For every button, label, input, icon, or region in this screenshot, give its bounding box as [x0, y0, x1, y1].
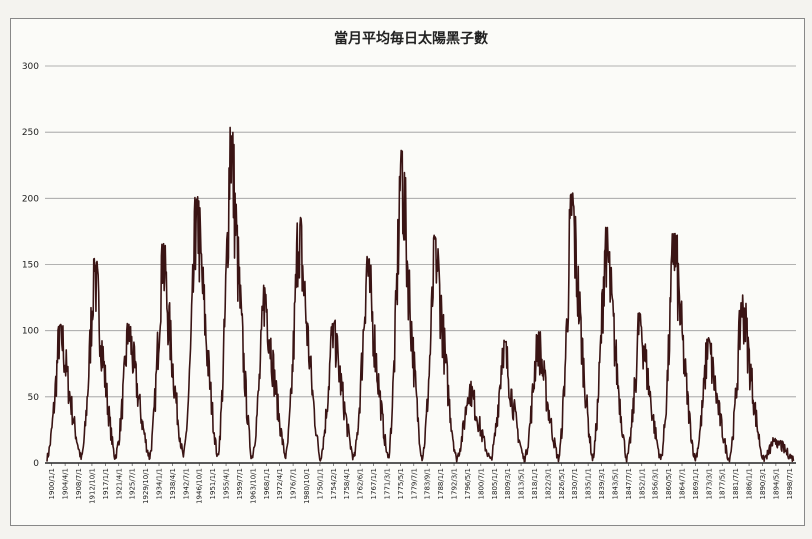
series-group: [46, 126, 795, 464]
x-tick-label: 1972/4/1: [276, 468, 284, 499]
x-tick-label: 1929/10/1: [142, 468, 150, 504]
y-tick-label: 0: [33, 459, 39, 469]
x-tick-label: 1869/1/1: [692, 468, 700, 499]
x-tick-label: 1835/1/1: [585, 468, 593, 499]
x-tick-label: 1771/3/1: [383, 468, 391, 499]
x-tick-label: 1788/1/1: [437, 468, 445, 499]
y-axis-ticks: 0 50 100 150 200 250 300: [22, 62, 39, 469]
x-tick-label: 1792/3/1: [451, 468, 459, 499]
x-tick-label: 1847/7/1: [625, 468, 633, 499]
x-tick-label: 1951/1/1: [209, 468, 217, 499]
chart-title: 當月平均毎日太陽黑子數: [334, 30, 488, 47]
x-tick-label: 1843/5/1: [611, 468, 619, 499]
x-tick-label: 1921/4/1: [115, 468, 123, 499]
x-tick-label: 1783/9/1: [424, 468, 432, 499]
x-tick-label: 1758/4/1: [343, 468, 351, 499]
x-tick-label: 1856/3/1: [652, 468, 660, 499]
x-tick-label: 1852/1/1: [638, 468, 646, 499]
y-tick-label: 250: [22, 128, 39, 138]
x-tick-label: 1959/7/1: [236, 468, 244, 499]
x-tick-label: 1908/7/1: [75, 468, 83, 499]
x-tick-label: 1898/7/1: [786, 468, 794, 499]
x-tick-label: 1912/10/1: [88, 468, 96, 504]
x-tick-label: 1968/1/1: [263, 468, 271, 499]
x-tick-label: 1750/1/1: [316, 468, 324, 499]
y-tick-label: 300: [22, 62, 39, 72]
x-tick-label: 1779/7/1: [410, 468, 418, 499]
x-tick-label: 1946/10/1: [196, 468, 204, 504]
gridlines: [45, 65, 796, 464]
sunspot-series-line: [46, 126, 795, 464]
x-tick-label: 1826/5/1: [558, 468, 566, 499]
x-tick-label: 1860/5/1: [665, 468, 673, 499]
x-tick-label: 1976/7/1: [290, 468, 298, 499]
x-tick-label: 1809/3/1: [504, 468, 512, 499]
y-tick-label: 100: [22, 327, 39, 337]
x-axis-ticks: 1900/1/1 1904/4/1 1908/7/1 1912/10/1 1917/1/…: [48, 463, 794, 504]
x-tick-label: 1963/10/1: [249, 468, 257, 504]
x-tick-label: 1767/1/1: [370, 468, 378, 499]
chart-frame: 當月平均毎日太陽黑子數 0 50 100 150 200 250 300 1900/1/1 1…: [10, 18, 805, 526]
x-tick-label: 1796/5/1: [464, 468, 472, 499]
x-tick-label: 1864/7/1: [679, 468, 687, 499]
x-tick-label: 1839/3/1: [598, 468, 606, 499]
x-tick-label: 1942/7/1: [182, 468, 190, 499]
x-tick-label: 1955/4/1: [223, 468, 231, 499]
x-tick-label: 1822/3/1: [544, 468, 552, 499]
x-tick-label: 1925/7/1: [129, 468, 137, 499]
x-tick-label: 1890/3/1: [759, 468, 767, 499]
x-tick-label: 1900/1/1: [48, 468, 56, 499]
x-tick-label: 1904/4/1: [62, 468, 70, 499]
x-tick-label: 1873/3/1: [705, 468, 713, 499]
x-tick-label: 1894/5/1: [772, 468, 780, 499]
y-tick-label: 200: [22, 194, 39, 204]
y-tick-label: 150: [22, 261, 39, 271]
x-tick-label: 1800/7/1: [477, 468, 485, 499]
x-tick-label: 1754/2/1: [330, 468, 338, 499]
x-tick-label: 1886/1/1: [746, 468, 754, 499]
x-tick-label: 1980/10/1: [303, 468, 311, 504]
x-tick-label: 1762/6/1: [357, 468, 365, 499]
x-tick-label: 1938/4/1: [169, 468, 177, 499]
x-tick-label: 1830/7/1: [571, 468, 579, 499]
x-tick-label: 1917/1/1: [102, 468, 110, 499]
x-tick-label: 1934/1/1: [155, 468, 163, 499]
x-tick-label: 1813/5/1: [518, 468, 526, 499]
x-tick-label: 1881/7/1: [732, 468, 740, 499]
x-tick-label: 1877/5/1: [719, 468, 727, 499]
y-tick-label: 50: [28, 393, 40, 403]
x-tick-label: 1805/1/1: [491, 468, 499, 499]
x-tick-label: 1775/5/1: [397, 468, 405, 499]
x-tick-label: 1818/1/1: [531, 468, 539, 499]
